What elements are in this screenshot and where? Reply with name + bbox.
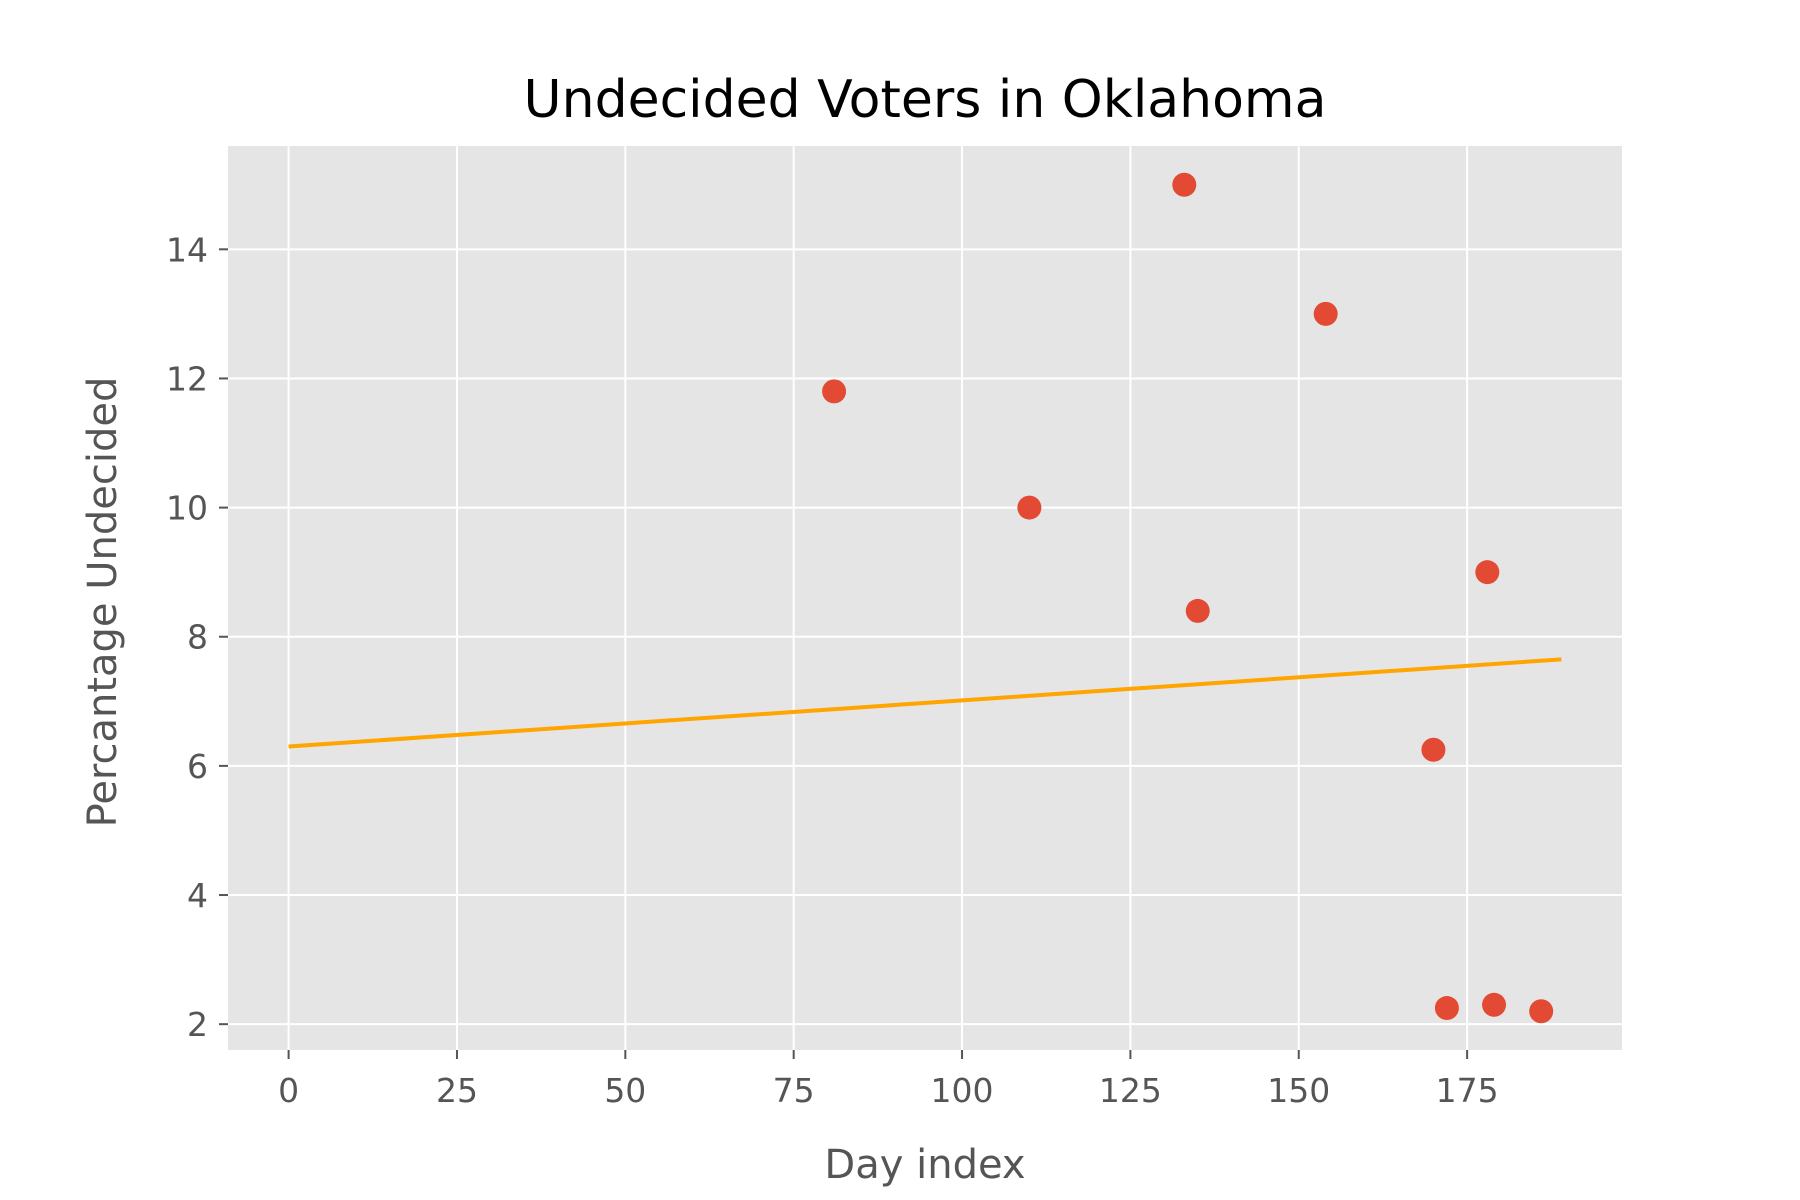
scatter-point	[822, 379, 847, 404]
trend-line	[288, 657, 1562, 749]
y-tick-label: 10	[166, 489, 208, 528]
y-tick-label: 6	[187, 747, 208, 786]
chart-title: Undecided Voters in Oklahoma	[524, 70, 1327, 130]
axis-ticks: 0 25 50 75 100 125 150 175 2 4 6 8 10 12 14	[166, 230, 1499, 1110]
x-tick-label: 25	[436, 1071, 478, 1110]
y-tick-label: 4	[187, 876, 208, 915]
y-tick-label: 8	[187, 618, 208, 657]
y-tick-label: 12	[166, 359, 208, 398]
x-tick-label: 100	[931, 1071, 994, 1110]
x-tick-label: 175	[1436, 1071, 1499, 1110]
scatter-point	[1313, 301, 1338, 326]
x-tick-label: 50	[604, 1071, 646, 1110]
y-tick-label: 2	[187, 1005, 208, 1044]
scatter-point	[1017, 495, 1042, 520]
x-tick-label: 150	[1267, 1071, 1330, 1110]
scatter-point	[1434, 996, 1459, 1021]
y-axis-label: Percantage Undecided	[80, 377, 126, 828]
scatter-point	[1482, 992, 1507, 1017]
scatter-point	[1185, 598, 1210, 623]
scatter-point	[1529, 999, 1554, 1024]
scatter-point	[1172, 172, 1197, 197]
y-tick-label: 14	[166, 230, 208, 269]
x-axis-label: Day index	[824, 1142, 1025, 1188]
scatter-point	[1421, 737, 1446, 762]
scatter-point	[1475, 560, 1500, 585]
x-tick-label: 0	[278, 1071, 299, 1110]
series-layer	[288, 172, 1562, 1024]
x-tick-label: 125	[1099, 1071, 1162, 1110]
plot-area	[228, 146, 1622, 1050]
x-tick-label: 75	[773, 1071, 815, 1110]
grid	[228, 146, 1622, 1050]
